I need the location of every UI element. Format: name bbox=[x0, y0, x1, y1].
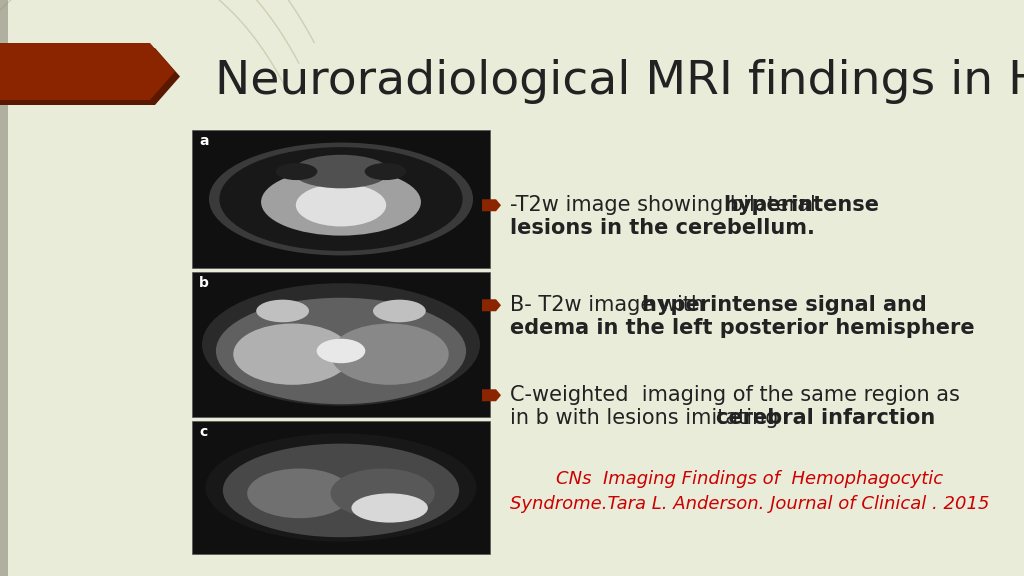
Ellipse shape bbox=[261, 169, 421, 236]
Polygon shape bbox=[482, 199, 501, 211]
Ellipse shape bbox=[292, 155, 390, 188]
Ellipse shape bbox=[219, 147, 463, 251]
Text: Neuroradiological MRI findings in HLH: Neuroradiological MRI findings in HLH bbox=[215, 59, 1024, 104]
Bar bbox=[193, 421, 490, 554]
Text: edema in the left posterior hemisphere: edema in the left posterior hemisphere bbox=[510, 318, 975, 338]
Ellipse shape bbox=[202, 283, 480, 406]
Ellipse shape bbox=[373, 300, 426, 322]
Ellipse shape bbox=[256, 300, 309, 322]
Text: lesions in the cerebellum.: lesions in the cerebellum. bbox=[510, 218, 815, 238]
Ellipse shape bbox=[351, 494, 428, 522]
Text: B- T2w image with: B- T2w image with bbox=[510, 295, 711, 315]
Ellipse shape bbox=[223, 444, 459, 537]
Polygon shape bbox=[482, 300, 501, 311]
Text: a: a bbox=[199, 134, 209, 148]
Text: hyperintense signal and: hyperintense signal and bbox=[642, 295, 927, 315]
Text: in b with lesions imitating: in b with lesions imitating bbox=[510, 408, 785, 428]
Ellipse shape bbox=[233, 324, 351, 385]
Ellipse shape bbox=[296, 184, 386, 226]
Ellipse shape bbox=[331, 324, 449, 385]
Bar bbox=[0, 0, 8, 576]
Ellipse shape bbox=[331, 468, 435, 518]
Polygon shape bbox=[0, 48, 180, 105]
Polygon shape bbox=[482, 389, 501, 401]
Text: C-weighted  imaging of the same region as: C-weighted imaging of the same region as bbox=[510, 385, 959, 405]
Text: CNs  Imaging Findings of  Hemophagocytic
Syndrome.Tara L. Anderson. Journal of C: CNs Imaging Findings of Hemophagocytic S… bbox=[510, 470, 990, 513]
Text: c: c bbox=[199, 425, 207, 439]
Text: hyperintense: hyperintense bbox=[723, 195, 880, 215]
Text: -T2w image showing bilateral: -T2w image showing bilateral bbox=[510, 195, 822, 215]
Text: cerebral infarction: cerebral infarction bbox=[716, 408, 935, 428]
Bar bbox=[193, 272, 490, 417]
Ellipse shape bbox=[216, 298, 466, 404]
Polygon shape bbox=[0, 43, 175, 100]
Ellipse shape bbox=[209, 143, 473, 255]
Ellipse shape bbox=[365, 163, 407, 180]
Ellipse shape bbox=[316, 339, 366, 363]
Ellipse shape bbox=[275, 163, 317, 180]
Text: b: b bbox=[199, 276, 209, 290]
Ellipse shape bbox=[247, 468, 351, 518]
Bar bbox=[193, 130, 490, 268]
Ellipse shape bbox=[206, 433, 476, 541]
